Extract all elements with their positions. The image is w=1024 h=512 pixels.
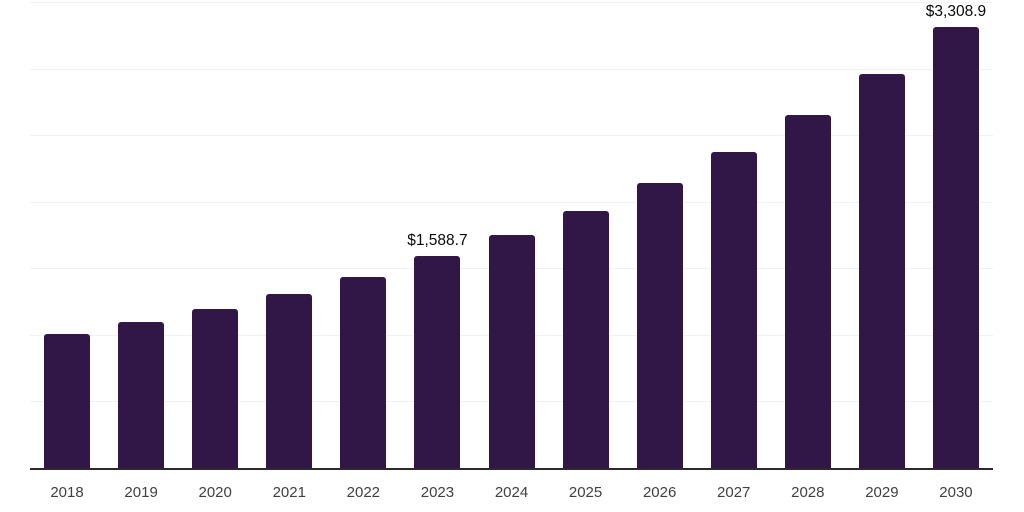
x-tick-2022: 2022 (346, 484, 381, 501)
x-tick-2018: 2018 (50, 484, 84, 501)
bar-2022 (340, 276, 387, 468)
bar-2027 (710, 151, 757, 468)
bar-2028 (784, 115, 831, 468)
gridline (30, 135, 993, 137)
x-tick-2025: 2025 (568, 484, 603, 501)
bar-2024 (488, 235, 535, 468)
x-tick-2021: 2021 (272, 484, 306, 501)
data-label-2023: $1,588.7 (407, 232, 468, 250)
x-tick-2019: 2019 (124, 484, 158, 501)
x-tick-2026: 2026 (642, 484, 677, 501)
x-tick-2023: 2023 (420, 484, 455, 501)
bar-2030 (932, 27, 979, 468)
plot-area: $1,588.7 $3,308.9 (30, 2, 993, 468)
x-tick-2027: 2027 (717, 484, 751, 501)
gridline (30, 68, 993, 70)
data-label-2030: $3,308.9 (925, 3, 987, 21)
bar-2020 (192, 308, 239, 468)
x-tick-2028: 2028 (791, 484, 825, 501)
bar-2029 (858, 73, 905, 468)
bar-2019 (118, 321, 165, 468)
x-tick-2029: 2029 (865, 484, 899, 501)
bar-2023 (414, 256, 461, 468)
x-tick-2024: 2024 (494, 484, 529, 501)
x-axis-line (30, 468, 993, 470)
x-tick-2030: 2030 (939, 484, 973, 501)
bar-2021 (266, 294, 313, 468)
x-tick-2020: 2020 (198, 484, 232, 501)
bar-2025 (562, 211, 609, 468)
bar-2018 (44, 333, 91, 468)
gridline (30, 2, 993, 3)
x-axis-tick-labels: 2018 2019 2020 2021 2022 2023 2024 2025 2026 2027… (30, 480, 993, 508)
gridline (30, 201, 993, 203)
bar-2026 (636, 183, 683, 468)
